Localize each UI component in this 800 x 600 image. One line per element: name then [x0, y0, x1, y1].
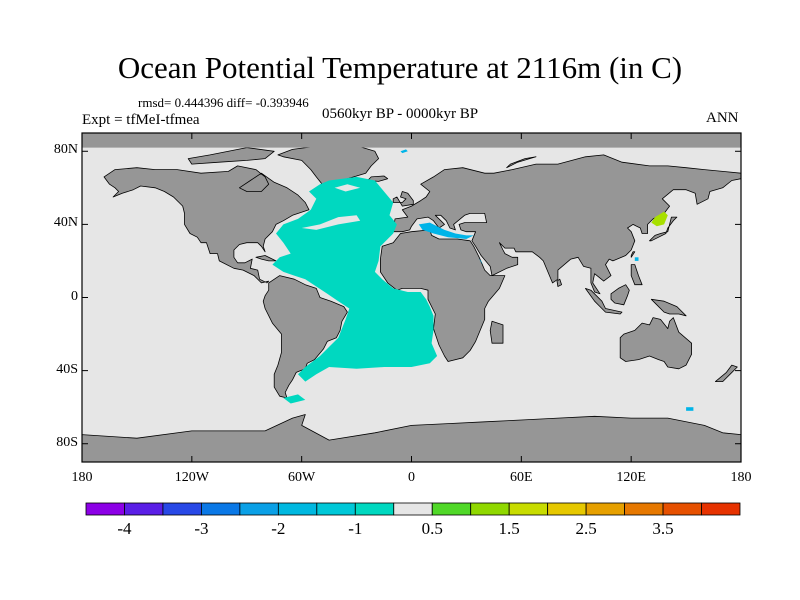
x-tick-label: 60W: [288, 470, 316, 485]
anomaly-mediterranean-blue: [418, 222, 474, 239]
colorbar: [85, 502, 741, 516]
map-panel: [81, 132, 742, 463]
land-sri-lanka: [556, 278, 562, 287]
colorbar-label: 1.5: [498, 519, 520, 538]
land-australia: [619, 317, 692, 370]
land-south-america: [262, 275, 348, 399]
land-taiwan: [630, 251, 636, 258]
colorbar-box: [662, 502, 702, 516]
colorbar-label: 0.5: [421, 519, 443, 538]
anomaly-japan-sea-green: [651, 211, 668, 227]
colorbar-box: [277, 502, 318, 516]
colorbar-box: [316, 502, 356, 516]
x-tick-label: 180: [71, 470, 93, 485]
y-tick-label: 40S: [56, 361, 78, 377]
colorbar-label: -2: [271, 519, 286, 538]
land-philippines: [630, 264, 643, 286]
colorbar-label: 3.5: [652, 519, 674, 538]
axis-ticks: [81, 133, 742, 462]
map-title: Ocean Potential Temperature at 2116m (in…: [117, 50, 683, 85]
land-arctic-islands: [187, 147, 275, 165]
stats-text: rmsd= 0.444396 diff= -0.393946: [138, 95, 309, 110]
land-sumatra-java: [585, 287, 623, 315]
colorbar-box: [624, 502, 664, 516]
anomaly-neutral-north-atlantic: [301, 215, 361, 230]
colorbar-box: [201, 502, 241, 516]
land-africa: [379, 229, 506, 362]
anomaly-arctic-blue: [400, 149, 408, 154]
land-uk-ireland: [392, 191, 414, 207]
colorbar-box: [547, 502, 587, 516]
anomaly-atlantic-cyan-patch: [283, 394, 306, 404]
colorbar-label: -1: [348, 519, 363, 538]
anomaly-sulawesi-blue: [634, 257, 639, 261]
y-tick-label: 0: [71, 288, 78, 304]
land-masses: [81, 133, 742, 463]
y-tick-label: 80S: [56, 434, 78, 450]
experiment-label: Expt = tfMeI-tfmea: [82, 112, 200, 128]
colorbar-box: [508, 502, 549, 516]
land-iceland: [367, 175, 389, 182]
x-tick-label: 0: [408, 470, 415, 485]
land-svalbard-novaya: [506, 156, 537, 169]
land-japan: [649, 216, 678, 242]
land-new-guinea: [650, 298, 687, 317]
colorbar-label: 2.5: [575, 519, 597, 538]
season-label: ANN: [706, 110, 739, 126]
colorbar-box: [393, 502, 433, 516]
anomaly-regions: [272, 149, 694, 411]
land-borneo: [610, 284, 630, 306]
colorbar-box: [470, 502, 510, 516]
land-antarctica: [81, 414, 742, 463]
land-arctic-band: [82, 133, 741, 148]
colorbar-box: [585, 502, 625, 516]
colorbar-box: [701, 502, 741, 516]
colorbar-box: [85, 502, 125, 516]
land-cuba-caribbean: [255, 255, 277, 262]
land-arabia-madagascar: [489, 320, 504, 344]
colorbar-box: [239, 502, 279, 516]
land-eurasia: [392, 154, 742, 295]
anomaly-southern-blue: [686, 407, 694, 411]
colorbar-box: [124, 502, 164, 516]
colorbar-label: -4: [117, 519, 132, 538]
x-tick-label: 60E: [510, 470, 533, 485]
colorbar-box: [354, 502, 395, 516]
colorbar-box: [162, 502, 202, 516]
anomaly-neutral-irminger: [334, 184, 361, 192]
period-label: 0560kyr BP - 0000kyr BP: [322, 106, 479, 122]
land-new-zealand: [715, 364, 738, 383]
y-tick-label: 40N: [53, 215, 78, 231]
x-tick-label: 120W: [174, 470, 209, 485]
x-tick-label: 180: [730, 470, 752, 485]
colorbar-label: -3: [194, 519, 209, 538]
y-tick-label: 80N: [53, 142, 78, 158]
land-north-america: [103, 165, 310, 284]
x-tick-label: 120E: [616, 470, 646, 485]
colorbar-box: [431, 502, 472, 516]
